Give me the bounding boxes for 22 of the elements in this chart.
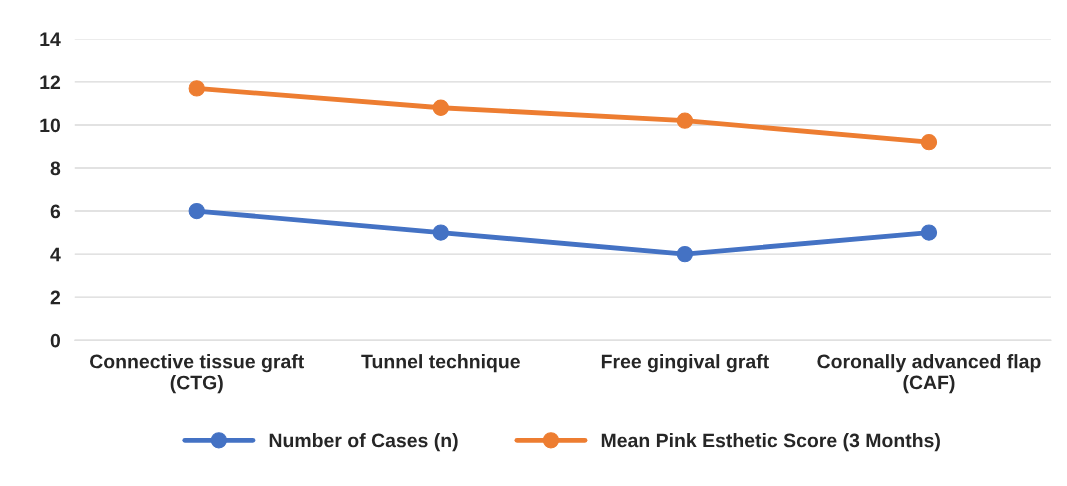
y-tick-label: 10 <box>40 118 61 133</box>
y-tick-label: 2 <box>50 290 61 305</box>
point <box>188 80 205 97</box>
point <box>188 202 205 220</box>
y-tick-label: 12 <box>40 75 61 89</box>
y-tick-label: 0 <box>50 333 61 348</box>
legend-label: Number of Cases (n) <box>269 433 458 452</box>
y-tick-label: 4 <box>50 247 61 262</box>
legend-label: Mean Pink Esthetic Score (3 Months) <box>601 433 940 452</box>
point <box>676 112 694 129</box>
x-tick-label: Free gingival graft <box>601 354 769 373</box>
point <box>432 224 449 241</box>
point <box>920 134 938 151</box>
x-tick-label: Coronally advanced flap (CAF) <box>817 354 1041 394</box>
x-tick-label: Tunnel technique <box>361 354 520 373</box>
point <box>676 245 694 263</box>
point <box>432 99 449 116</box>
y-tick-label: 8 <box>50 161 61 176</box>
y-tick-label: 6 <box>50 204 61 219</box>
y-tick-label: 14 <box>40 32 61 46</box>
x-tick-label: Connective tissue graft (CTG) <box>90 354 305 394</box>
point <box>920 224 938 241</box>
